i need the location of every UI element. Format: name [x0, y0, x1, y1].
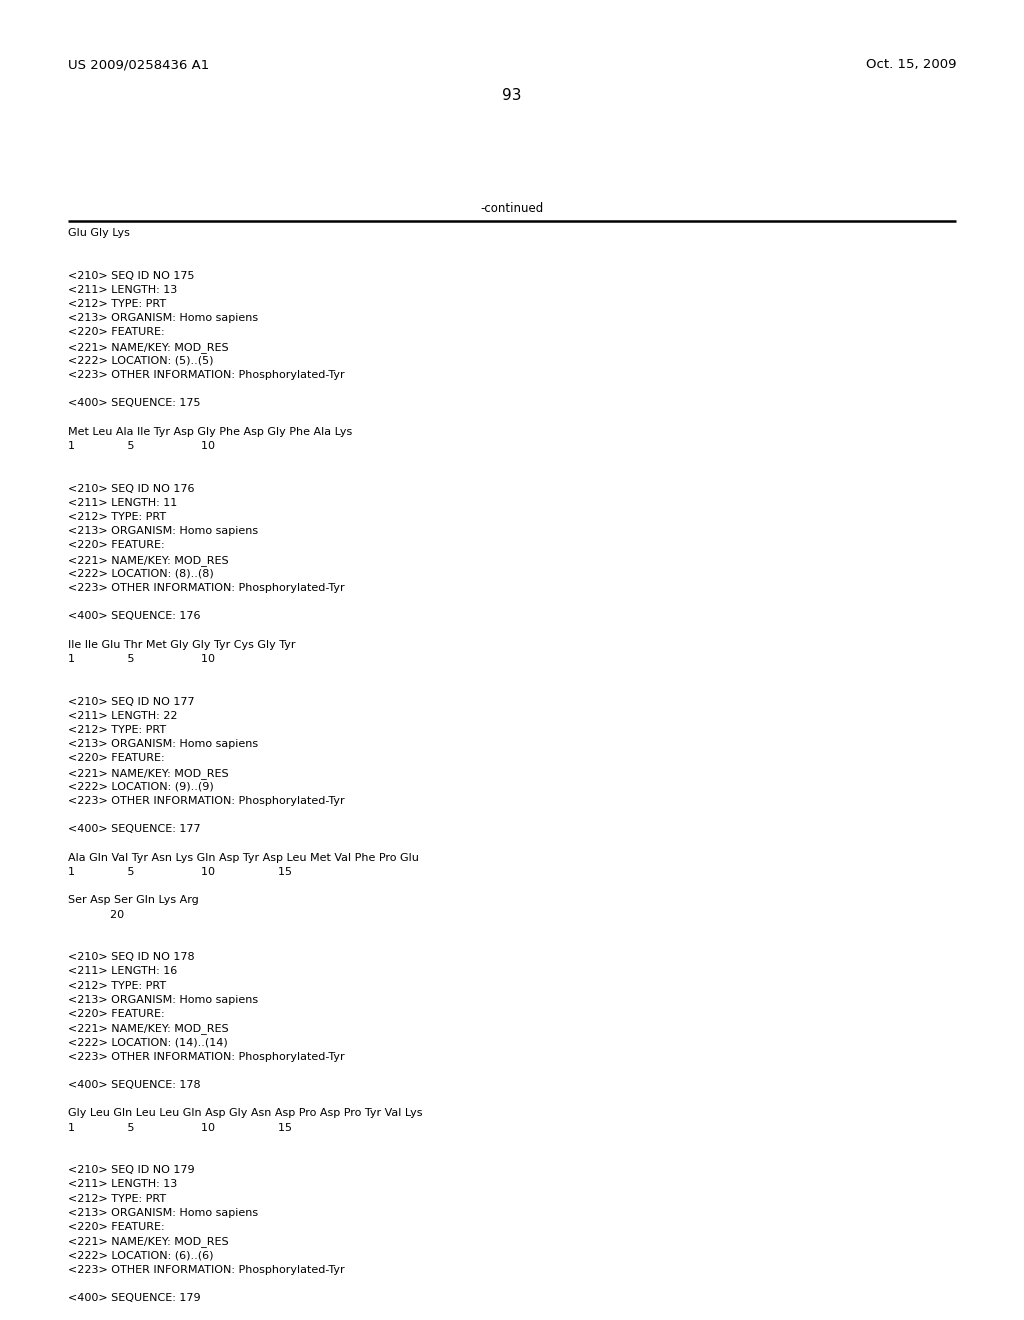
Text: <220> FEATURE:: <220> FEATURE: [68, 1008, 165, 1019]
Text: <221> NAME/KEY: MOD_RES: <221> NAME/KEY: MOD_RES [68, 554, 228, 565]
Text: Met Leu Ala Ile Tyr Asp Gly Phe Asp Gly Phe Ala Lys: Met Leu Ala Ile Tyr Asp Gly Phe Asp Gly … [68, 426, 352, 437]
Text: <212> TYPE: PRT: <212> TYPE: PRT [68, 981, 166, 990]
Text: <211> LENGTH: 16: <211> LENGTH: 16 [68, 966, 177, 977]
Text: 1               5                   10: 1 5 10 [68, 653, 215, 664]
Text: <400> SEQUENCE: 176: <400> SEQUENCE: 176 [68, 611, 201, 622]
Text: 93: 93 [502, 88, 522, 103]
Text: <213> ORGANISM: Homo sapiens: <213> ORGANISM: Homo sapiens [68, 995, 258, 1005]
Text: <220> FEATURE:: <220> FEATURE: [68, 754, 165, 763]
Text: <211> LENGTH: 13: <211> LENGTH: 13 [68, 1179, 177, 1189]
Text: <223> OTHER INFORMATION: Phosphorylated-Tyr: <223> OTHER INFORMATION: Phosphorylated-… [68, 583, 345, 593]
Text: 1               5                   10                  15: 1 5 10 15 [68, 867, 292, 876]
Text: <221> NAME/KEY: MOD_RES: <221> NAME/KEY: MOD_RES [68, 768, 228, 779]
Text: <212> TYPE: PRT: <212> TYPE: PRT [68, 1193, 166, 1204]
Text: <210> SEQ ID NO 175: <210> SEQ ID NO 175 [68, 271, 195, 281]
Text: <212> TYPE: PRT: <212> TYPE: PRT [68, 300, 166, 309]
Text: <223> OTHER INFORMATION: Phosphorylated-Tyr: <223> OTHER INFORMATION: Phosphorylated-… [68, 370, 345, 380]
Text: <222> LOCATION: (8)..(8): <222> LOCATION: (8)..(8) [68, 569, 214, 578]
Text: <210> SEQ ID NO 179: <210> SEQ ID NO 179 [68, 1166, 195, 1175]
Text: <210> SEQ ID NO 178: <210> SEQ ID NO 178 [68, 952, 195, 962]
Text: <213> ORGANISM: Homo sapiens: <213> ORGANISM: Homo sapiens [68, 1208, 258, 1218]
Text: <223> OTHER INFORMATION: Phosphorylated-Tyr: <223> OTHER INFORMATION: Phosphorylated-… [68, 796, 345, 807]
Text: Oct. 15, 2009: Oct. 15, 2009 [865, 58, 956, 71]
Text: <221> NAME/KEY: MOD_RES: <221> NAME/KEY: MOD_RES [68, 342, 228, 352]
Text: Ala Gln Val Tyr Asn Lys Gln Asp Tyr Asp Leu Met Val Phe Pro Glu: Ala Gln Val Tyr Asn Lys Gln Asp Tyr Asp … [68, 853, 419, 863]
Text: -continued: -continued [480, 202, 544, 215]
Text: <213> ORGANISM: Homo sapiens: <213> ORGANISM: Homo sapiens [68, 313, 258, 323]
Text: <213> ORGANISM: Homo sapiens: <213> ORGANISM: Homo sapiens [68, 739, 258, 750]
Text: <400> SEQUENCE: 178: <400> SEQUENCE: 178 [68, 1080, 201, 1090]
Text: <220> FEATURE:: <220> FEATURE: [68, 327, 165, 338]
Text: <222> LOCATION: (14)..(14): <222> LOCATION: (14)..(14) [68, 1038, 227, 1047]
Text: <210> SEQ ID NO 177: <210> SEQ ID NO 177 [68, 697, 195, 706]
Text: <212> TYPE: PRT: <212> TYPE: PRT [68, 725, 166, 735]
Text: Ser Asp Ser Gln Lys Arg: Ser Asp Ser Gln Lys Arg [68, 895, 199, 906]
Text: US 2009/0258436 A1: US 2009/0258436 A1 [68, 58, 209, 71]
Text: <400> SEQUENCE: 175: <400> SEQUENCE: 175 [68, 399, 201, 408]
Text: Glu Gly Lys: Glu Gly Lys [68, 228, 130, 238]
Text: Ile Ile Glu Thr Met Gly Gly Tyr Cys Gly Tyr: Ile Ile Glu Thr Met Gly Gly Tyr Cys Gly … [68, 640, 296, 649]
Text: Gly Leu Gln Leu Leu Gln Asp Gly Asn Asp Pro Asp Pro Tyr Val Lys: Gly Leu Gln Leu Leu Gln Asp Gly Asn Asp … [68, 1109, 423, 1118]
Text: 1               5                   10: 1 5 10 [68, 441, 215, 451]
Text: <213> ORGANISM: Homo sapiens: <213> ORGANISM: Homo sapiens [68, 527, 258, 536]
Text: <222> LOCATION: (6)..(6): <222> LOCATION: (6)..(6) [68, 1250, 213, 1261]
Text: <211> LENGTH: 11: <211> LENGTH: 11 [68, 498, 177, 508]
Text: <223> OTHER INFORMATION: Phosphorylated-Tyr: <223> OTHER INFORMATION: Phosphorylated-… [68, 1265, 345, 1275]
Text: <222> LOCATION: (5)..(5): <222> LOCATION: (5)..(5) [68, 356, 213, 366]
Text: <221> NAME/KEY: MOD_RES: <221> NAME/KEY: MOD_RES [68, 1023, 228, 1034]
Text: <210> SEQ ID NO 176: <210> SEQ ID NO 176 [68, 483, 195, 494]
Text: 20: 20 [68, 909, 124, 920]
Text: <223> OTHER INFORMATION: Phosphorylated-Tyr: <223> OTHER INFORMATION: Phosphorylated-… [68, 1052, 345, 1061]
Text: <211> LENGTH: 22: <211> LENGTH: 22 [68, 710, 177, 721]
Text: <400> SEQUENCE: 177: <400> SEQUENCE: 177 [68, 825, 201, 834]
Text: <211> LENGTH: 13: <211> LENGTH: 13 [68, 285, 177, 294]
Text: <222> LOCATION: (9)..(9): <222> LOCATION: (9)..(9) [68, 781, 214, 792]
Text: <212> TYPE: PRT: <212> TYPE: PRT [68, 512, 166, 521]
Text: <221> NAME/KEY: MOD_RES: <221> NAME/KEY: MOD_RES [68, 1237, 228, 1247]
Text: 1               5                   10                  15: 1 5 10 15 [68, 1122, 292, 1133]
Text: <400> SEQUENCE: 179: <400> SEQUENCE: 179 [68, 1294, 201, 1303]
Text: <220> FEATURE:: <220> FEATURE: [68, 540, 165, 550]
Text: <220> FEATURE:: <220> FEATURE: [68, 1222, 165, 1232]
